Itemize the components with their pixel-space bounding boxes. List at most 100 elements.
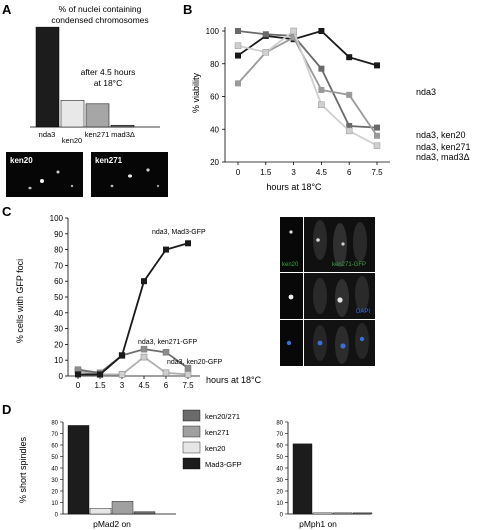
panel-b-point xyxy=(318,101,325,108)
panel-b-point xyxy=(374,124,380,131)
panel-c-point xyxy=(185,240,191,247)
micrograph-c-grid: ken20 ken271-GFP DAPI xyxy=(280,217,375,366)
panel-d-y-tick-label: 70 xyxy=(51,432,58,438)
micrograph-c-ken20-1 xyxy=(280,217,303,272)
micrograph-c-cell xyxy=(333,223,347,267)
panel-b-series-line xyxy=(237,29,378,67)
panel-a-bar-2 xyxy=(85,103,110,128)
panel-b-y-tick-label: 100 xyxy=(206,27,220,36)
panel-b-y-tick-label: 60 xyxy=(210,93,219,102)
micrograph-c-spot xyxy=(337,297,343,303)
panel-d-bar xyxy=(67,425,90,515)
panel-b-x-tick-label: 4.5 xyxy=(316,168,328,177)
panel-d-category-label: pMad2 on xyxy=(93,519,131,529)
panel-b-point xyxy=(345,127,353,135)
micrograph-a-ken20-spot xyxy=(56,170,60,174)
panel-d-bar xyxy=(292,443,313,515)
panel-d-y-tick-label: 40 xyxy=(51,467,58,473)
panel-c-xlabel: hours at 18°C xyxy=(206,375,262,385)
panel-b-point xyxy=(318,86,325,93)
panel-c-point xyxy=(97,371,103,378)
panel-d-y-tick-label: 60 xyxy=(51,444,58,450)
micrograph-c-spot xyxy=(288,294,294,300)
panel-c-x-tick-label: 4.5 xyxy=(138,381,150,390)
panel-d-y-tick-label: 0 xyxy=(55,513,59,519)
micrograph-c-dapi-spot xyxy=(359,336,365,342)
panel-c-y-tick-label: 20 xyxy=(54,340,63,349)
panel-d-legend-label: ken271 xyxy=(205,428,230,437)
micrograph-c-spot xyxy=(341,242,345,246)
panel-a-annotation-line-2: at 18°C xyxy=(94,78,122,88)
panel-b-point xyxy=(290,27,297,35)
micrograph-a-ken271-spot xyxy=(146,168,150,172)
panel-c-y-tick-label: 60 xyxy=(54,277,63,286)
panel-c-ylabel: % cells with GFP foci xyxy=(15,259,25,343)
panel-b-ylabel: % viability xyxy=(191,72,201,113)
panel-letter-c: C xyxy=(2,204,12,219)
micrograph-a-ken20-spot xyxy=(40,179,44,183)
micrograph-c-dapi-spot xyxy=(317,340,323,346)
micrograph-c-spot xyxy=(289,230,293,234)
panel-b-series-line xyxy=(237,30,378,129)
panel-d-legend-swatch xyxy=(182,441,201,454)
panel-c-y-tick-label: 30 xyxy=(54,325,63,334)
panel-b-series-name: nda3, mad3Δ xyxy=(416,152,470,162)
panel-b-xlabel: hours at 18°C xyxy=(266,182,322,192)
panel-d-legend-label: ken20/271 xyxy=(205,412,240,421)
panel-c-chart: % cells with GFP foci hours at 18°C 0 10 2… xyxy=(15,214,375,390)
panel-b-point xyxy=(346,122,353,129)
micrograph-c-dapi-spot xyxy=(286,340,292,346)
panel-d-bar xyxy=(111,501,134,515)
panel-c-point xyxy=(75,371,81,378)
panel-d-y-tick-label: 20 xyxy=(51,490,58,496)
panel-d-y-tick-label: 70 xyxy=(276,432,283,438)
panel-d-y-tick-label: 60 xyxy=(276,444,283,450)
panel-d-y-tick-label: 10 xyxy=(276,501,283,507)
micrograph-c-dapi-spot xyxy=(340,343,346,349)
micrograph-c-label-ken271gfp: ken271-GFP xyxy=(332,262,366,268)
panel-b-point xyxy=(235,52,241,59)
panel-d-y-tick-label: 20 xyxy=(276,490,283,496)
panel-b-x-tick-label: 7.5 xyxy=(371,168,383,177)
panel-b-series-name: nda3 xyxy=(416,87,436,97)
micrograph-a-label-ken271: ken271 xyxy=(95,156,123,165)
panel-b-point xyxy=(346,54,353,61)
panel-c-y-tick-label: 10 xyxy=(54,356,63,365)
panel-d-category-label: pMph1 on xyxy=(299,519,337,529)
panel-d-legend-label: Mad3-GFP xyxy=(205,460,242,469)
panel-d-y-tick-label: 50 xyxy=(51,455,58,461)
panel-d-bar xyxy=(332,512,353,515)
panel-b-point xyxy=(234,42,242,49)
panel-b-series-name: nda3, ken271 xyxy=(416,142,471,152)
panel-b-point xyxy=(235,28,241,34)
micrograph-c-cell xyxy=(313,278,327,314)
panel-a-chart: % of nuclei containing condensed chromos… xyxy=(6,4,168,197)
panel-b-point xyxy=(290,34,297,41)
panel-d-y-tick-label: 30 xyxy=(276,478,283,484)
panel-letter-b: B xyxy=(183,2,192,17)
panel-c-y-tick-label: 100 xyxy=(50,214,64,223)
panel-b-x-tick-label: 6 xyxy=(347,168,352,177)
panel-c-series-name: nda3, ken20-GFP xyxy=(167,359,223,366)
panel-d-legend-swatch xyxy=(182,425,201,438)
panel-d-bar xyxy=(352,512,373,515)
panel-b-point xyxy=(318,65,325,72)
micrograph-c-ken20-3 xyxy=(280,320,303,366)
panel-c-y-tick-label: 80 xyxy=(54,246,63,255)
panel-letter-d: D xyxy=(2,402,11,417)
panel-c-x-tick-label: 1.5 xyxy=(94,381,106,390)
panel-d-bar xyxy=(133,511,156,515)
panel-c-point xyxy=(184,371,192,378)
panel-c-series-name: nda3, Mad3-GFP xyxy=(152,229,206,236)
micrograph-c-spot xyxy=(316,238,320,242)
panel-c-point xyxy=(141,278,147,285)
panel-a-bar-1 xyxy=(60,100,85,128)
panel-b-series-name: nda3, ken20 xyxy=(416,130,466,140)
panel-b-series-line xyxy=(237,29,378,147)
panel-a-title-line-1: % of nuclei containing xyxy=(59,4,142,14)
panel-a-bar-0 xyxy=(35,26,60,128)
panel-c-point xyxy=(140,345,148,353)
panel-b-point xyxy=(318,28,325,34)
panel-c-point xyxy=(184,364,192,372)
